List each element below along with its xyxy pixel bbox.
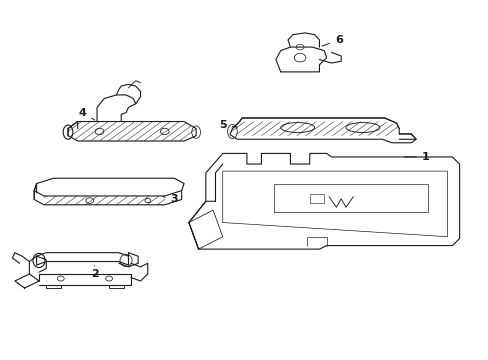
Text: 5: 5: [219, 120, 236, 130]
Text: 1: 1: [404, 152, 429, 162]
Text: 6: 6: [322, 35, 342, 46]
Text: 4: 4: [79, 108, 95, 120]
Text: 3: 3: [163, 194, 178, 204]
Text: 2: 2: [91, 266, 98, 279]
